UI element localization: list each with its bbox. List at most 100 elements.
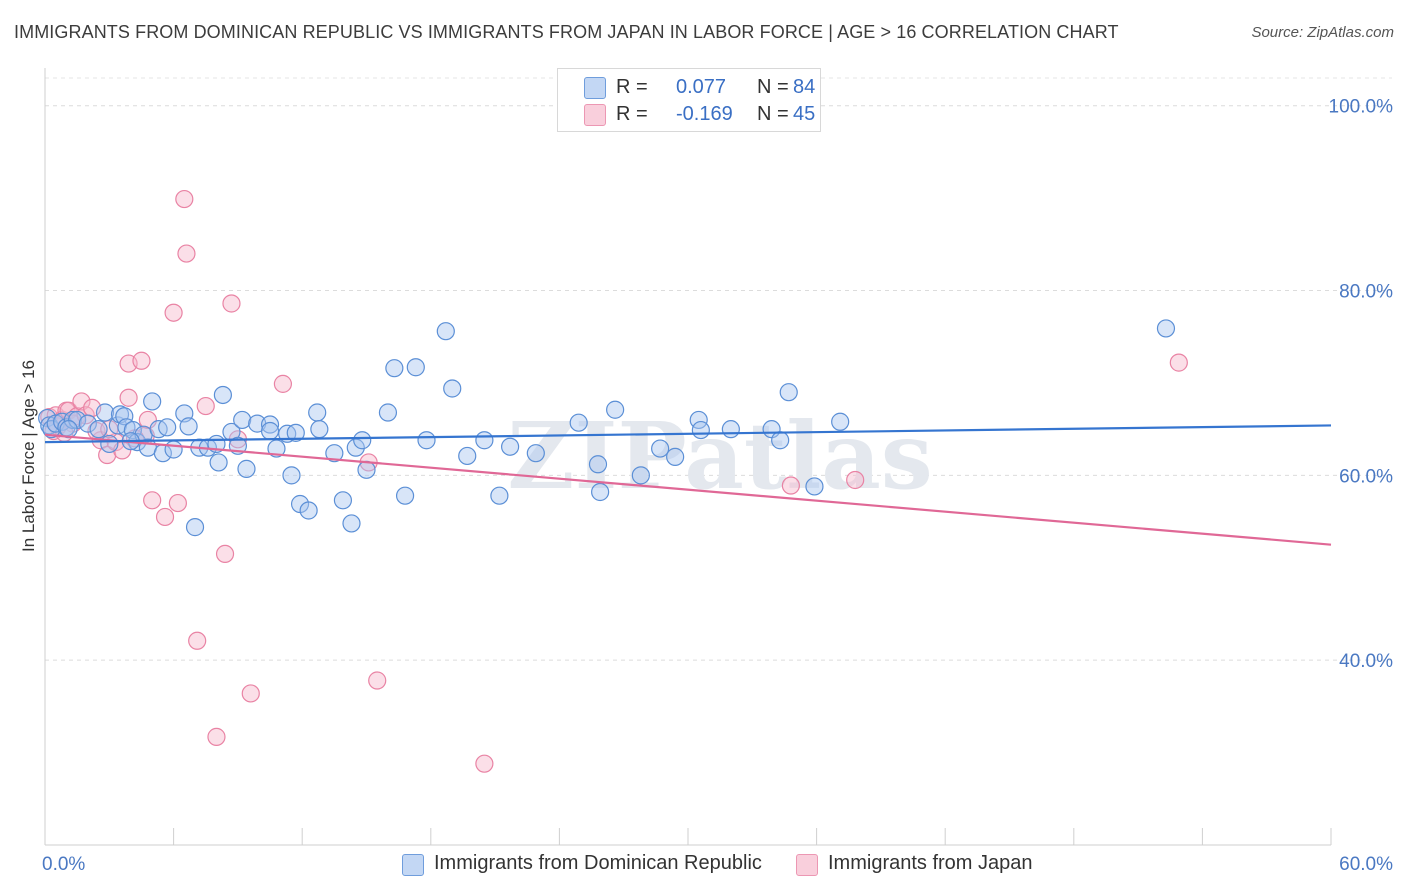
- data-point-dominican: [591, 482, 610, 502]
- data-point-dominican: [691, 420, 710, 440]
- data-point-japan: [155, 507, 175, 527]
- data-point-dominican: [406, 358, 425, 377]
- data-point-japan: [196, 396, 215, 416]
- data-point-dominican: [771, 431, 790, 450]
- data-point-dominican: [588, 455, 608, 474]
- data-point-dominican: [526, 444, 545, 463]
- data-point-dominican: [158, 418, 177, 437]
- data-point-dominican: [651, 439, 670, 458]
- data-point-dominican: [308, 403, 327, 422]
- legend-n-label: N =: [757, 76, 789, 98]
- axes: [44, 68, 1332, 846]
- data-point-dominican: [260, 415, 280, 434]
- y-tick-label: 40.0%: [1339, 651, 1393, 672]
- legend-swatch-pink: [796, 854, 818, 876]
- data-point-japan: [1169, 353, 1188, 372]
- data-point-dominican: [353, 431, 372, 450]
- legend-series-label: Immigrants from Japan: [828, 852, 1033, 874]
- data-point-japan: [241, 684, 260, 703]
- data-point-dominican: [78, 414, 97, 433]
- data-point-dominican: [185, 518, 205, 537]
- data-point-japan: [188, 631, 207, 650]
- x-tick-label: 60.0%: [1339, 854, 1393, 875]
- data-point-dominican: [666, 447, 685, 466]
- data-point-japan: [368, 671, 387, 690]
- data-point-japan: [168, 493, 187, 513]
- data-point-dominican: [831, 412, 850, 431]
- data-point-dominican: [260, 421, 280, 441]
- data-point-dominican: [475, 431, 494, 450]
- legend-r-label: R =: [616, 76, 648, 98]
- y-axis-title: In Labor Force | Age > 16: [19, 360, 38, 552]
- data-point-dominican: [209, 453, 228, 472]
- axis-labels: 40.0% 60.0% 80.0% 100.0% 0.0% 60.0% In Labor F…: [19, 97, 1393, 875]
- x-tick-label: 0.0%: [42, 854, 85, 875]
- data-point-dominican: [1156, 319, 1176, 338]
- data-point-japan: [207, 727, 226, 746]
- legend-r-value: -0.169: [676, 103, 733, 125]
- data-point-dominican: [436, 322, 455, 341]
- series-japan: [40, 189, 1188, 773]
- legend-r-label: R =: [616, 103, 648, 125]
- data-point-dominican: [357, 460, 376, 479]
- legend-swatch-pink: [584, 104, 606, 126]
- legend-r-value: 0.077: [676, 76, 727, 98]
- data-point-japan: [475, 754, 494, 773]
- source-label: Source: ZipAtlas.com: [1251, 24, 1394, 41]
- data-point-japan: [177, 244, 196, 263]
- data-point-dominican: [501, 437, 520, 456]
- trend-line-dominican: [44, 424, 1332, 444]
- correlation-legend: R = 0.077 N = 84 R = -0.169 N = 45: [557, 68, 821, 132]
- data-point-dominican: [164, 440, 183, 459]
- data-point-japan: [175, 189, 194, 209]
- data-point-dominican: [325, 444, 344, 463]
- legend-series-label: Immigrants from Dominican Republic: [434, 852, 762, 874]
- data-point-japan: [215, 544, 235, 564]
- legend-n-value: 45: [793, 103, 816, 125]
- data-point-dominican: [310, 420, 329, 439]
- y-tick-label: 80.0%: [1339, 282, 1393, 303]
- data-point-dominican: [342, 514, 361, 533]
- data-point-japan: [222, 294, 241, 313]
- data-point-dominican: [385, 359, 404, 378]
- data-point-japan: [273, 374, 293, 393]
- data-point-japan: [164, 303, 183, 322]
- data-point-japan: [781, 476, 800, 495]
- chart-title: IMMIGRANTS FROM DOMINICAN REPUBLIC VS IM…: [14, 22, 1119, 42]
- data-point-dominican: [631, 466, 650, 485]
- data-point-dominican: [490, 486, 509, 505]
- data-point-dominican: [282, 466, 301, 485]
- legend-swatch-blue: [584, 77, 606, 99]
- series-dominican-republic: [38, 319, 1176, 537]
- data-point-dominican: [237, 459, 256, 478]
- data-point-dominican: [395, 486, 415, 505]
- data-point-dominican: [123, 420, 142, 440]
- data-point-dominican: [417, 431, 436, 450]
- data-point-dominican: [213, 385, 232, 405]
- data-point-dominican: [63, 410, 82, 430]
- data-point-japan: [846, 470, 865, 490]
- data-point-dominican: [115, 407, 134, 426]
- data-point-dominican: [89, 420, 108, 439]
- data-point-dominican: [443, 379, 462, 398]
- legend-swatch-blue: [402, 854, 424, 876]
- gridlines: [45, 77, 1392, 661]
- data-point-dominican: [458, 446, 477, 466]
- data-point-japan: [72, 392, 91, 411]
- trend-line-japan: [44, 433, 1332, 546]
- data-point-dominican: [606, 400, 625, 419]
- y-tick-label: 60.0%: [1339, 466, 1393, 487]
- data-point-dominican: [805, 477, 824, 496]
- data-point-japan: [119, 388, 138, 407]
- data-point-japan: [143, 491, 162, 510]
- data-point-dominican: [286, 423, 305, 442]
- data-point-dominican: [333, 491, 353, 510]
- data-point-dominican: [299, 501, 318, 520]
- legend-n-value: 84: [793, 76, 816, 98]
- data-point-dominican: [143, 392, 162, 411]
- legend-n-label: N =: [757, 103, 789, 125]
- trend-lines: [44, 424, 1332, 546]
- data-point-japan: [132, 351, 151, 370]
- data-point-dominican: [233, 410, 252, 430]
